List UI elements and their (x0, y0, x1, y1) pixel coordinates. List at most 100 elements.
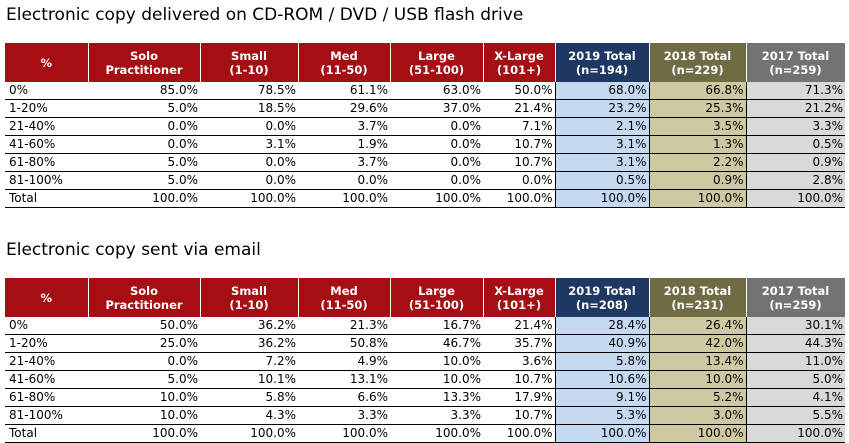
row-label: 1-20% (5, 334, 88, 353)
table-cell: 21.4% (483, 317, 555, 335)
column-header-line1: Large (418, 48, 455, 63)
column-header: Large (51-100) (390, 43, 484, 82)
column-header: Solo Practitioner (88, 43, 201, 82)
column-header-line2: (n=259) (769, 62, 822, 77)
table-cell: 10.0% (88, 406, 200, 425)
row-label: 41-60% (5, 370, 88, 389)
table-cell: 7.1% (483, 117, 555, 136)
column-header-line2: (1-10) (229, 62, 269, 77)
table-cell: 10.7% (483, 135, 555, 154)
column-header-line1: 2017 Total (761, 48, 830, 63)
table-cell: 0.0% (200, 117, 298, 136)
column-header-line1: Small (231, 283, 267, 298)
table-cell: 5.8% (554, 352, 649, 371)
column-header-line2: (n=231) (671, 297, 724, 312)
table-cell: 36.2% (200, 317, 298, 335)
table-row: 0% 50.0% 36.2% 21.3% 16.7% 21.4% 28.4% 26.4% 30.… (5, 317, 845, 335)
column-header: Small (1-10) (200, 278, 299, 317)
email-delivery-table: % Solo Practitioner Small (1-10) Med (11-50) La… (5, 278, 846, 443)
table-cell: 21.4% (483, 99, 555, 118)
column-header: Solo Practitioner (88, 278, 201, 317)
table-cell: 71.3% (745, 82, 845, 100)
table-cell: 0.0% (390, 117, 483, 136)
column-header-line2: Practitioner (105, 62, 183, 77)
table-cell: 10.0% (648, 370, 746, 389)
table-cell: 50.0% (483, 82, 555, 100)
table-cell: 100.0% (745, 189, 845, 208)
table-cell: 0.9% (745, 153, 845, 172)
column-header-line1: Solo (129, 48, 159, 63)
column-header-line1: 2018 Total (663, 283, 732, 298)
table-cell: 37.0% (390, 99, 483, 118)
table-cell: 10.7% (483, 406, 555, 425)
column-header: 2017 Total (n=259) (746, 278, 846, 317)
column-header-line1: X-Large (494, 48, 544, 63)
table-row: 61-80% 5.0% 0.0% 3.7% 0.0% 10.7% 3.1% 2.2% 0.9% (5, 153, 845, 172)
column-header-line2: (101+) (496, 62, 542, 77)
column-header-line2: (101+) (496, 297, 542, 312)
table-cell: 63.0% (390, 82, 483, 100)
table-cell: 3.7% (298, 117, 390, 136)
table-cell: 66.8% (648, 82, 746, 100)
table-cell: 3.6% (483, 352, 555, 371)
table-cell: 50.8% (298, 334, 390, 353)
row-label: 61-80% (5, 153, 88, 172)
column-header-line2: (1-10) (229, 297, 269, 312)
table-cell: 10.0% (88, 388, 200, 407)
table-cell: 11.0% (745, 352, 845, 371)
column-header-line1: 2019 Total (568, 283, 636, 298)
table-cell: 5.3% (554, 406, 649, 425)
table-cell: 0.5% (554, 171, 649, 190)
table-cell: 1.3% (648, 135, 746, 154)
table-cell: 23.2% (554, 99, 649, 118)
column-header-line2: Practitioner (105, 297, 183, 312)
table-row: 21-40% 0.0% 0.0% 3.7% 0.0% 7.1% 2.1% 3.5% 3.3% (5, 117, 845, 136)
table-cell: 0.9% (648, 171, 746, 190)
column-header: 2018 Total (n=229) (649, 43, 747, 82)
table-cell: 2.8% (745, 171, 845, 190)
table-cell: 7.2% (200, 352, 298, 371)
table-cell: 29.6% (298, 99, 390, 118)
table-cell: 28.4% (554, 317, 649, 335)
table-cell: 5.0% (745, 370, 845, 389)
column-header: Small (1-10) (200, 43, 299, 82)
table-cell: 0.0% (200, 153, 298, 172)
table-cell: 4.1% (745, 388, 845, 407)
table-cell: 10.1% (200, 370, 298, 389)
table-cell: 100.0% (88, 189, 200, 208)
column-header-line2: (n=208) (575, 297, 629, 312)
table-cell: 100.0% (298, 189, 390, 208)
column-header: % (5, 43, 89, 82)
table-cell: 26.4% (648, 317, 746, 335)
row-label: 81-100% (5, 171, 88, 190)
column-header-line2: (n=194) (575, 62, 629, 77)
table-cell: 3.3% (390, 406, 483, 425)
table-cell: 78.5% (200, 82, 298, 100)
table-cell: 10.7% (483, 153, 555, 172)
table-row: 41-60% 5.0% 10.1% 13.1% 10.0% 10.7% 10.6% 10.0%… (5, 370, 845, 389)
table-body: 0% 85.0% 78.5% 61.1% 63.0% 50.0% 68.0% 66.8% 71.… (5, 82, 845, 208)
table-row: 81-100% 5.0% 0.0% 0.0% 0.0% 0.0% 0.5% 0.9% 2.8% (5, 171, 845, 190)
table-cell: 25.0% (88, 334, 200, 353)
table-cell: 18.5% (200, 99, 298, 118)
table-cell: 100.0% (483, 189, 555, 208)
column-header: 2019 Total (n=194) (555, 43, 650, 82)
table-row: 21-40% 0.0% 7.2% 4.9% 10.0% 3.6% 5.8% 13.4% 11.0… (5, 352, 845, 371)
table-cell: 0.0% (390, 171, 483, 190)
column-header: 2017 Total (n=259) (746, 43, 846, 82)
table-cell: 85.0% (88, 82, 200, 100)
table-cell: 3.7% (298, 153, 390, 172)
column-header: X-Large (101+) (483, 43, 556, 82)
column-header-line2: (n=259) (769, 297, 822, 312)
column-header-line1: % (40, 290, 53, 305)
table-cell: 6.6% (298, 388, 390, 407)
column-header: Med (11-50) (298, 43, 391, 82)
table-cell: 0.0% (88, 135, 200, 154)
table-cell: 5.0% (88, 153, 200, 172)
row-label: 0% (5, 82, 88, 100)
table-cell: 42.0% (648, 334, 746, 353)
column-header-line1: Large (418, 283, 455, 298)
table-cell: 2.1% (554, 117, 649, 136)
column-header-line2: (51-100) (408, 62, 465, 77)
table-cell: 50.0% (88, 317, 200, 335)
